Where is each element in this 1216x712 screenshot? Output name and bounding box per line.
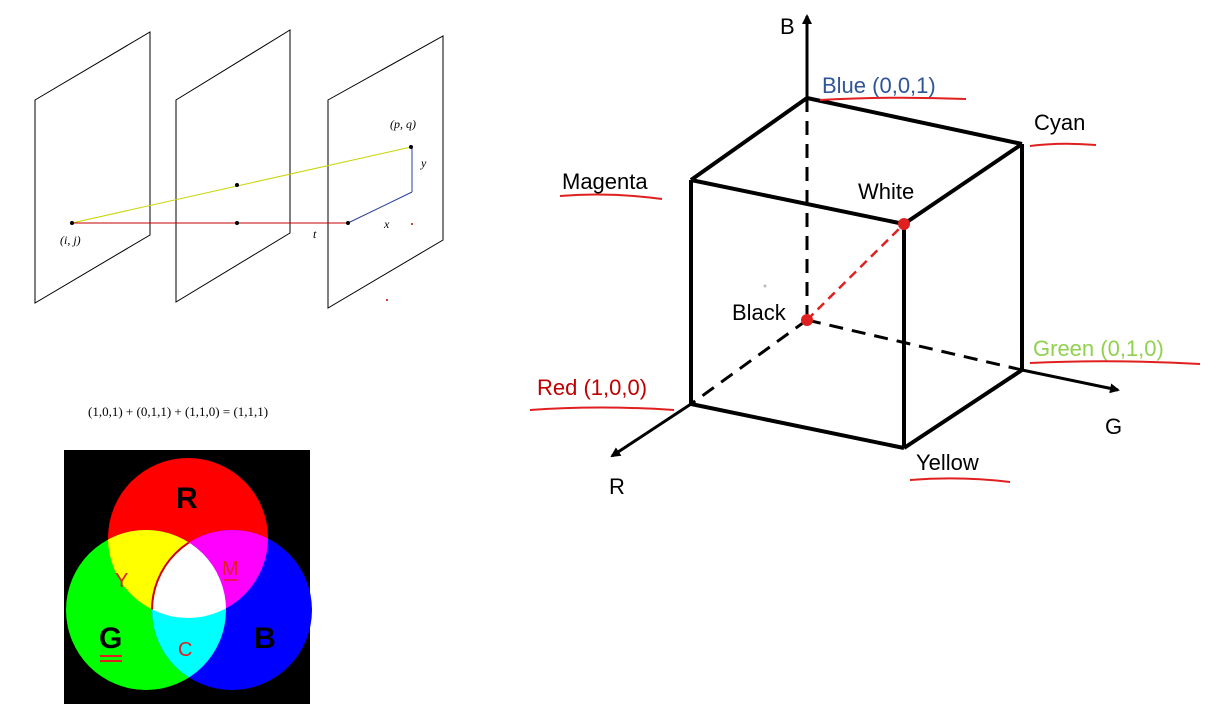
white-label: White xyxy=(858,179,914,204)
label-y-handwritten: Y xyxy=(115,570,128,592)
red-underline xyxy=(529,406,675,411)
rgb-cube-diagram: B G R Blue (0,0,1) Cyan Magenta White Bl… xyxy=(529,14,1201,499)
stray-dot xyxy=(763,284,767,288)
label-c-handwritten: C xyxy=(178,639,192,661)
edge-yellow-green xyxy=(902,368,1024,450)
axis-g-arrow xyxy=(1021,368,1120,394)
axis-b-label: B xyxy=(780,14,795,39)
red-dot-small-2 xyxy=(386,299,388,301)
label-pq: (p, q) xyxy=(390,117,416,131)
hidden-edge-black-red xyxy=(690,318,808,406)
label-ij: (i, j) xyxy=(60,233,81,247)
red-dot-small xyxy=(411,223,413,225)
green-label: Green (0,1,0) xyxy=(1033,336,1164,361)
label-b: B xyxy=(254,622,276,655)
label-r: R xyxy=(176,482,198,515)
green-underline xyxy=(1029,360,1201,365)
black-vertex-dot xyxy=(801,314,813,326)
red-label: Red (1,0,0) xyxy=(537,375,647,400)
blue-underline xyxy=(819,96,967,101)
point-end xyxy=(409,145,413,149)
edge-blue-magenta xyxy=(689,96,809,182)
blue-label: Blue (0,0,1) xyxy=(822,73,936,98)
magenta-underline xyxy=(559,193,663,200)
point-start xyxy=(70,221,74,225)
magenta-label: Magenta xyxy=(562,169,648,194)
point-mid-upper xyxy=(235,183,239,187)
axis-r-arrow xyxy=(610,402,692,458)
label-g: G xyxy=(99,622,122,655)
cyan-underline xyxy=(1029,142,1097,147)
label-m-handwritten: M xyxy=(222,558,239,580)
yellow-label: Yellow xyxy=(916,450,979,475)
edge-blue-cyan xyxy=(806,96,1023,146)
yellow-underline xyxy=(909,477,1011,483)
plane-2 xyxy=(175,29,291,303)
x-offset-line xyxy=(347,191,413,224)
planes-figure: (i, j) (p, q) t x y xyxy=(34,29,444,309)
diagonal-black-white xyxy=(806,223,905,321)
point-origin-plane3 xyxy=(346,221,350,225)
rgb-venn-diagram: R G B Y M C xyxy=(64,450,312,704)
edge-red-yellow xyxy=(690,402,905,450)
label-y: y xyxy=(420,156,427,170)
white-vertex-dot xyxy=(898,218,910,230)
ray-line xyxy=(71,146,412,224)
plane-3 xyxy=(327,35,444,309)
equation-text: (1,0,1) + (0,1,1) + (1,1,0) = (1,1,1) xyxy=(88,404,268,419)
label-x: x xyxy=(383,217,390,231)
label-t: t xyxy=(313,227,317,241)
edge-magenta-white xyxy=(690,178,905,226)
black-label: Black xyxy=(732,300,787,325)
point-mid-lower xyxy=(235,221,239,225)
cyan-label: Cyan xyxy=(1034,110,1085,135)
axis-r-label: R xyxy=(609,474,625,499)
axis-g-label: G xyxy=(1105,414,1122,439)
plane-1 xyxy=(34,31,151,304)
hidden-edge-black-green xyxy=(806,318,1023,372)
edge-cyan-white xyxy=(902,142,1024,226)
